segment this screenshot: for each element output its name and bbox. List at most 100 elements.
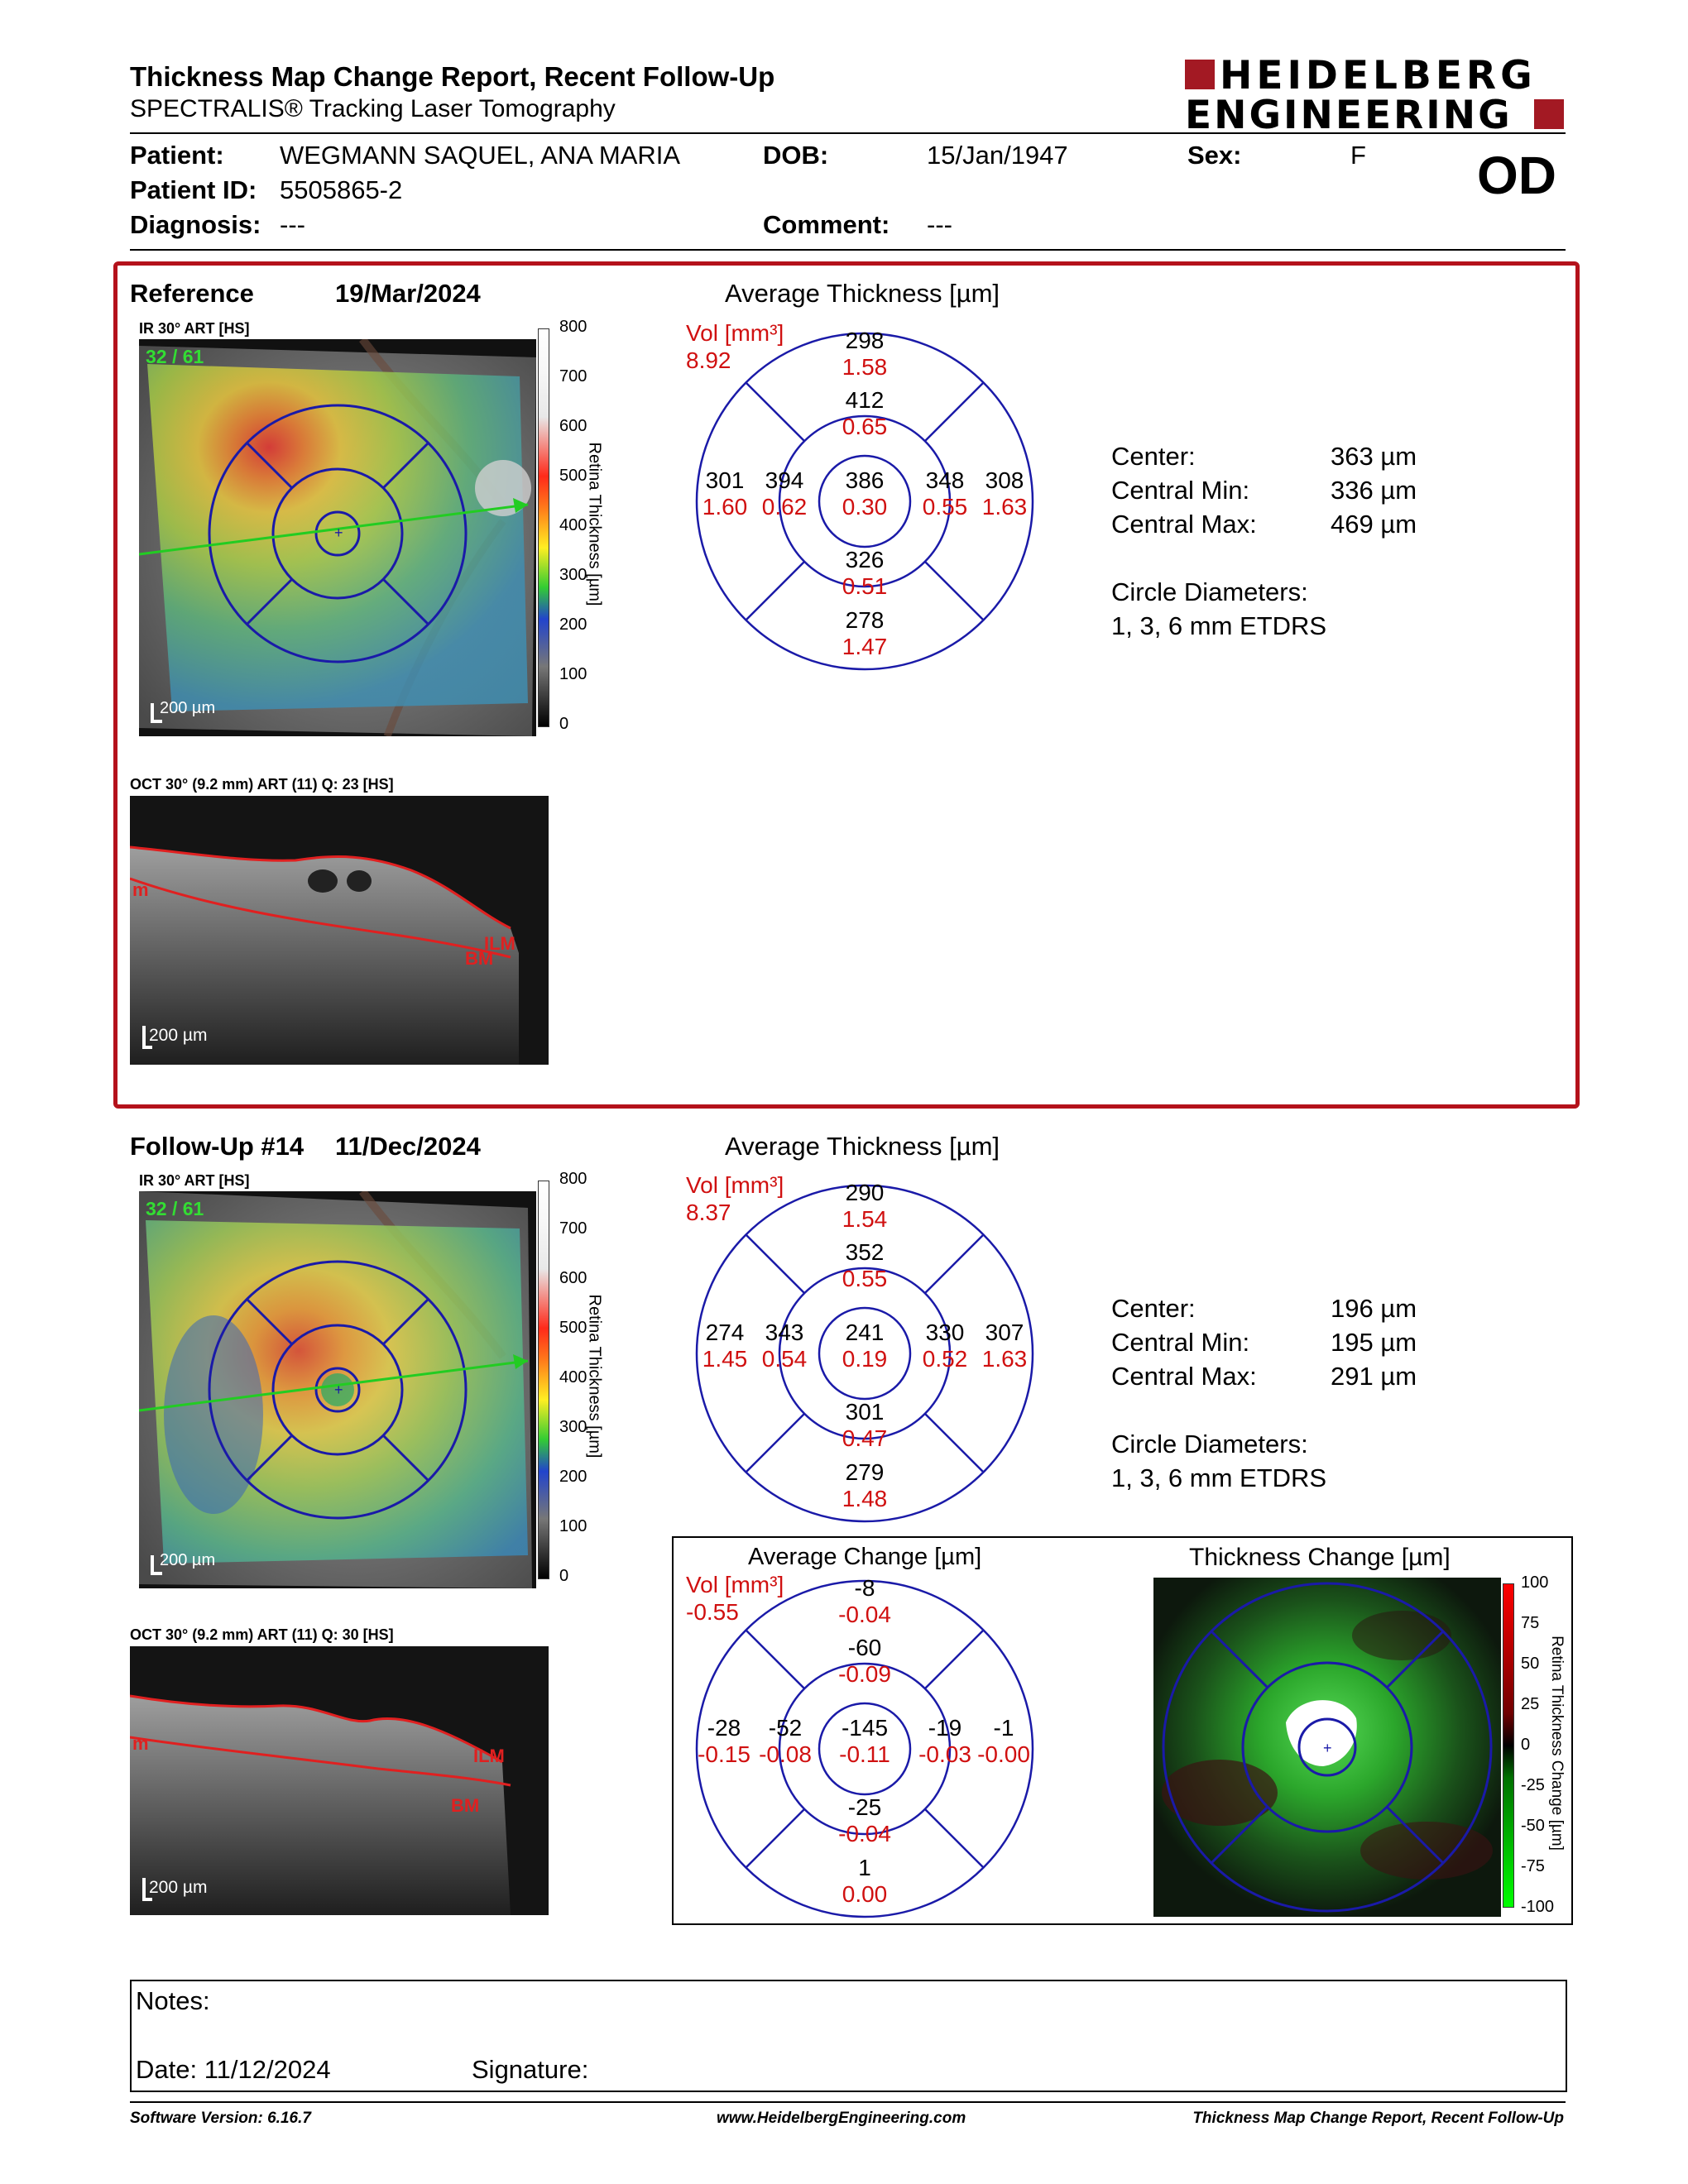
thickness-value: 330: [925, 1320, 965, 1345]
patient-value: WEGMANN SAQUEL, ANA MARIA: [280, 141, 681, 170]
footer-divider: [130, 2101, 1566, 2103]
change-tick: 0: [1521, 1736, 1531, 1754]
reference-fundus-image: +: [139, 339, 536, 736]
dob-value: 15/Jan/1947: [927, 141, 1068, 170]
reference-circle-value: 1, 3, 6 mm ETDRS: [1111, 611, 1327, 640]
thickness-value: 307: [985, 1320, 1024, 1345]
thickness-change-value: 1: [858, 1855, 871, 1880]
patient-divider: [130, 249, 1566, 251]
followup-stat-label: Center:: [1111, 1294, 1196, 1323]
reference-scale-bar: [151, 703, 154, 723]
followup-etdrs-overlay: [208, 1260, 468, 1520]
change-inner-nas: -19 -0.03: [909, 1715, 981, 1768]
followup-inner-inf: 301 0.47: [823, 1399, 906, 1452]
change-vol-label: Vol [mm³]: [686, 1572, 784, 1597]
change-outer-tem: -28 -0.15: [688, 1715, 760, 1768]
reference-tick: 700: [559, 367, 587, 386]
followup-stat-label: Central Min:: [1111, 1328, 1250, 1357]
volume-value: 0.55: [922, 494, 968, 520]
reference-inner-tem: 394 0.62: [751, 467, 818, 520]
reference-scale-bar-base: [151, 720, 162, 723]
notes-box: [130, 1980, 1567, 2092]
reference-oct-left-mark: m: [132, 879, 149, 900]
volume-value: 0.65: [842, 414, 888, 439]
volume-value: 1.48: [842, 1486, 888, 1511]
svg-text:+: +: [334, 1382, 343, 1398]
signature-label[interactable]: Signature:: [472, 2055, 589, 2084]
heidelberg-logo: HEIDELBERG ENGINEERING: [1185, 53, 1566, 138]
followup-oct-bm: BM: [451, 1795, 480, 1816]
thickness-value: 348: [925, 467, 965, 493]
reference-stat-label: Central Max:: [1111, 510, 1257, 539]
followup-oct-svg: [130, 1646, 549, 1915]
thickness-change-value: -1: [993, 1715, 1014, 1741]
notes-date: Date: 11/12/2024: [136, 2055, 331, 2084]
followup-tick: 200: [559, 1468, 587, 1486]
sex-value: F: [1350, 141, 1366, 170]
volume-value: 1.60: [702, 494, 748, 520]
thickness-value: 298: [845, 328, 885, 353]
change-center: -145 -0.11: [823, 1715, 906, 1768]
followup-label: Follow-Up #14: [130, 1132, 305, 1161]
change-tick: -75: [1521, 1857, 1545, 1875]
patient-id-label: Patient ID:: [130, 175, 257, 204]
followup-colorbar-title: Retina Thickness [µm]: [585, 1294, 604, 1458]
diagnosis-label: Diagnosis:: [130, 210, 261, 239]
reference-oct-bm: BM: [465, 948, 494, 969]
followup-oct-ilm: ILM: [473, 1746, 505, 1766]
change-avg-title: Average Change [µm]: [748, 1544, 982, 1570]
change-tick: -50: [1521, 1817, 1545, 1835]
change-colorbar-title: Retina Thickness Change [µm]: [1548, 1636, 1566, 1851]
thickness-change-map: +: [1153, 1578, 1501, 1917]
reference-tick: 800: [559, 318, 587, 336]
reference-frame: [113, 261, 1580, 1109]
thickness-value: 326: [845, 547, 885, 572]
thickness-change-value: -25: [847, 1794, 882, 1820]
followup-inner-sup: 352 0.55: [823, 1239, 906, 1292]
followup-circle-value: 1, 3, 6 mm ETDRS: [1111, 1463, 1327, 1492]
followup-fundus-image: +: [139, 1191, 536, 1588]
followup-tick: 0: [559, 1567, 569, 1585]
volume-change-value: -0.08: [759, 1741, 812, 1767]
volume-value: 1.45: [702, 1346, 748, 1372]
followup-fundus-svg: +: [139, 1191, 536, 1588]
followup-vol-label: Vol [mm³]: [686, 1172, 784, 1198]
volume-change-value: -0.11: [839, 1741, 890, 1767]
reference-label: Reference: [130, 279, 254, 308]
website-link[interactable]: www.HeidelbergEngineering.com: [717, 2110, 966, 2127]
eye-label: OD: [1477, 146, 1556, 205]
reference-circle-label: Circle Diameters:: [1111, 577, 1308, 606]
followup-inner-nas: 330 0.52: [912, 1320, 978, 1372]
software-version: Software Version: 6.16.7: [130, 2110, 311, 2127]
reference-center: 386 0.30: [823, 467, 906, 520]
reference-outer-nas: 308 1.63: [971, 467, 1038, 520]
notes-label[interactable]: Notes:: [136, 1986, 210, 2015]
followup-date: 11/Dec/2024: [335, 1132, 481, 1161]
reference-tick: 600: [559, 417, 587, 435]
volume-value: 0.30: [842, 494, 888, 520]
reference-outer-tem: 301 1.60: [692, 467, 758, 520]
thickness-change-value: -19: [928, 1715, 962, 1741]
reference-tick: 100: [559, 665, 587, 683]
dob-label: DOB:: [763, 141, 829, 170]
patient-label: Patient:: [130, 141, 224, 170]
reference-oct-label: OCT 30° (9.2 mm) ART (11) Q: 23 [HS]: [130, 776, 394, 793]
change-outer-inf: 1 0.00: [823, 1855, 906, 1908]
thickness-value: 352: [845, 1239, 885, 1265]
volume-change-value: -0.04: [838, 1602, 891, 1627]
thickness-change-value: -52: [768, 1715, 803, 1741]
followup-circle-label: Circle Diameters:: [1111, 1430, 1308, 1458]
reference-etdrs-grid: [695, 332, 1034, 671]
volume-value: 0.52: [922, 1346, 968, 1372]
followup-outer-tem: 274 1.45: [692, 1320, 758, 1372]
change-map-etdrs-overlay: [1162, 1582, 1493, 1913]
volume-value: 0.19: [842, 1346, 888, 1372]
followup-avg-title: Average Thickness [µm]: [725, 1132, 1000, 1161]
volume-change-value: -0.04: [838, 1821, 891, 1846]
thickness-value: 274: [705, 1320, 745, 1345]
change-tick: -100: [1521, 1898, 1555, 1916]
followup-vol-total: 8.37: [686, 1200, 731, 1225]
reference-oct-scale-base: [142, 1046, 152, 1049]
reference-oct-ilm: ILM: [484, 933, 516, 954]
followup-tick: 800: [559, 1170, 587, 1188]
